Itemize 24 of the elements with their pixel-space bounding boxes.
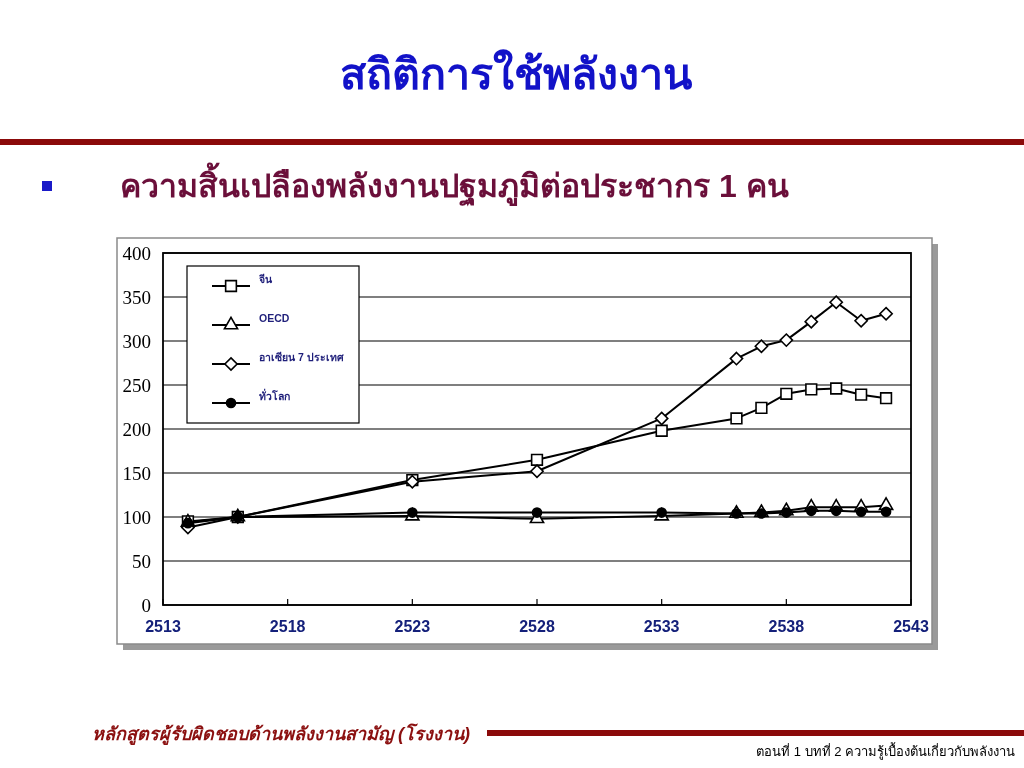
x-tick-label: 2533 [643,618,680,635]
chart-title: สถิติการใช้พลังงาน [340,49,693,98]
text: หลักสูตรผู้รับผิดชอบด้านพลังงานสามัญ (โรงงาน) [92,723,470,746]
x-tick-label: 2518 [269,618,306,635]
y-tick-label: 400 [122,242,151,264]
legend-label: จีน [258,273,273,285]
y-tick-label: 300 [122,330,151,352]
x-tick-label: 2538 [768,618,805,635]
x-tick-label: 2528 [519,618,555,635]
legend-label: OECD [259,312,290,324]
y-tick-label: 150 [122,462,151,484]
text: ตอนที่ 1 บทที่ 2 ความรู้เบื้องต้นเกี่ยวกับพลังงาน [756,742,1015,760]
y-tick-label: 100 [122,506,151,528]
chart-subtitle: ความสิ้นเปลืองพลังงานปฐมภูมิต่อประชากร 1 คน [120,162,789,207]
y-tick-label: 250 [122,374,151,396]
y-tick-label: 0 [141,594,151,616]
y-tick-label: 350 [122,286,151,308]
x-tick-label: 2513 [145,618,181,635]
x-tick-label: 2543 [893,618,929,635]
legend-label: ทั่วโลก [259,388,290,402]
y-tick-label: 200 [122,418,151,440]
y-tick-label: 50 [132,550,151,572]
legend-label: อาเซียน 7 ประเทศ [259,351,344,363]
x-tick-label: 2523 [394,618,431,635]
